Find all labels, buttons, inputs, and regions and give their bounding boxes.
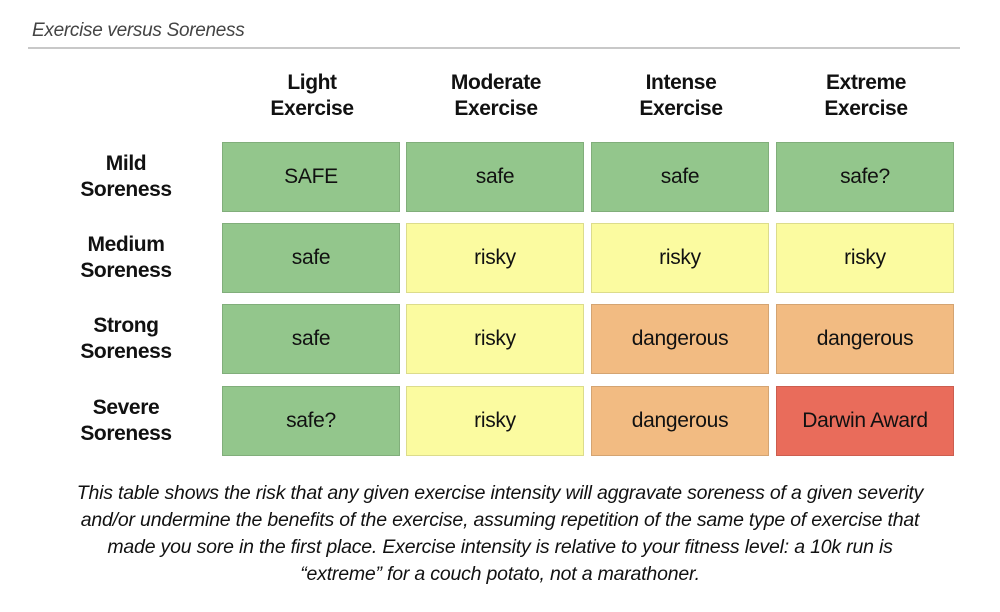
column-header-line2: Exercise: [270, 97, 354, 120]
risk-cell-mild-extreme: safe?: [776, 142, 954, 212]
row-header-medium: Medium Soreness: [40, 232, 212, 288]
risk-cell-strong-extreme: dangerous: [776, 304, 954, 374]
caption-line: This table shows the risk that any given…: [76, 482, 924, 504]
row-header-strong: Strong Soreness: [40, 313, 212, 369]
column-header-light: Light Exercise: [222, 70, 402, 126]
column-header-line1: Extreme: [825, 71, 907, 94]
column-header-line2: Exercise: [454, 97, 538, 120]
risk-cell-medium-intense: risky: [591, 223, 769, 293]
column-header-line2: Exercise: [824, 97, 908, 120]
risk-cell-severe-extreme: Darwin Award: [776, 386, 954, 456]
risk-cell-strong-intense: dangerous: [591, 304, 769, 374]
row-header-line1: Severe: [92, 396, 160, 419]
risk-cell-medium-extreme: risky: [776, 223, 954, 293]
column-header-intense: Intense Exercise: [591, 70, 771, 126]
column-header-line2: Exercise: [639, 97, 723, 120]
column-header-line1: Moderate: [450, 71, 542, 94]
risk-cell-strong-light: safe: [222, 304, 400, 374]
row-header-line1: Medium: [87, 233, 165, 256]
column-header-line1: Light: [287, 71, 337, 94]
risk-cell-severe-intense: dangerous: [591, 386, 769, 456]
table-title: Exercise versus Soreness: [32, 20, 245, 41]
row-header-line1: Mild: [105, 152, 147, 175]
risk-cell-mild-moderate: safe: [406, 142, 584, 212]
title-divider: [28, 47, 960, 49]
column-header-line1: Intense: [645, 71, 717, 94]
risk-cell-strong-moderate: risky: [406, 304, 584, 374]
table-caption: This table shows the risk that any given…: [30, 480, 970, 588]
caption-line: made you sore in the first place. Exerci…: [107, 536, 893, 558]
risk-cell-severe-moderate: risky: [406, 386, 584, 456]
risk-cell-medium-light: safe: [222, 223, 400, 293]
row-header-line1: Strong: [93, 314, 159, 337]
risk-cell-medium-moderate: risky: [406, 223, 584, 293]
risk-cell-mild-intense: safe: [591, 142, 769, 212]
column-header-extreme: Extreme Exercise: [776, 70, 956, 126]
row-header-line2: Soreness: [80, 340, 172, 363]
row-header-line2: Soreness: [80, 178, 172, 201]
row-header-line2: Soreness: [80, 259, 172, 282]
caption-line: “extreme” for a couch potato, not a mara…: [300, 563, 700, 585]
caption-line: and/or undermine the benefits of the exe…: [80, 509, 920, 531]
row-header-severe: Severe Soreness: [40, 395, 212, 451]
risk-cell-severe-light: safe?: [222, 386, 400, 456]
risk-cell-mild-light: SAFE: [222, 142, 400, 212]
row-header-line2: Soreness: [80, 422, 172, 445]
row-header-mild: Mild Soreness: [40, 151, 212, 207]
column-header-moderate: Moderate Exercise: [406, 70, 586, 126]
